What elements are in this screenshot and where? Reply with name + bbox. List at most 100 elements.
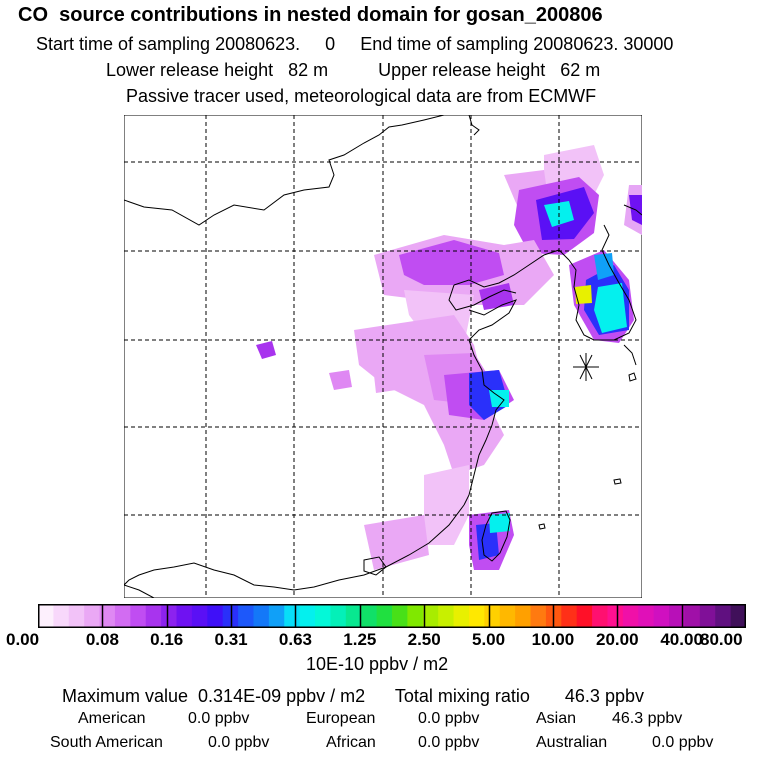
tracer-note: Passive tracer used, meteorological data… [126,86,597,106]
colorbar-swatch [114,604,131,628]
colorbar-tick-label: 0.08 [85,630,119,649]
source-value: 46.3 ppbv [612,710,683,727]
coastline [124,504,465,591]
coastline [568,224,637,341]
colorbar-swatch [191,604,208,628]
source-value: 0.0 ppbv [188,710,250,727]
coastline [623,204,642,216]
colorbar-swatch [268,604,285,628]
colorbar-units: 10E-10 ppbv / m2 [306,654,449,674]
colorbar-swatch [53,604,70,628]
colorbar-swatch [468,604,485,628]
coastline-layer [124,115,642,598]
colorbar-swatch [361,604,378,628]
lower-release-label: Lower release height 82 m [106,60,329,80]
colorbar-tick-label: 0.16 [150,630,184,649]
coastline [481,510,511,562]
plume-patch [479,283,514,310]
end-time-label: End time of sampling 20080623. 30000 [360,34,674,54]
colorbar-swatch [238,604,254,628]
colorbar-tick-label: 1.25 [343,630,377,649]
colorbar-swatch [499,604,516,628]
plume-patch [594,283,627,333]
colorbar-swatch [715,604,732,628]
source-name: Asian [536,710,577,727]
coastline [363,556,387,576]
plume-patch [469,370,509,420]
source-value: 0.0 ppbv [418,710,480,727]
coastline [448,284,517,311]
coastline [124,115,445,226]
sampling-time-line: Start time of sampling 20080623. 0 End t… [36,34,673,55]
coastline [463,339,505,506]
coastline [468,299,518,341]
plume-patch [489,513,510,533]
colorbar-swatch [438,604,455,628]
source-value: 0.0 ppbv [208,734,270,751]
colorbar-swatch [515,604,532,628]
colorbar-swatch [576,604,593,628]
colorbar-tick-label: 2.50 [407,630,441,649]
colorbar-swatch [453,604,470,628]
source-value: 0.0 ppbv [652,734,714,751]
colorbar-swatch [638,604,655,628]
colorbar-swatch [38,604,54,628]
plume-patch [329,370,352,390]
coastline [468,115,480,136]
source-name: African [326,734,376,751]
coastline [613,478,622,485]
graticule [124,115,642,598]
colorbar-tick-label: 80.00 [700,630,743,649]
coastline [628,372,637,382]
colorbar-swatch [68,604,85,628]
source-name: South American [50,734,163,751]
colorbar-swatch [607,604,624,628]
colorbar-swatch [284,604,301,628]
colorbar-tick-label: 0.31 [214,630,248,649]
colorbar-swatch [176,604,193,628]
colorbar-swatch [653,604,670,628]
colorbar-swatch [330,604,347,628]
coastline [453,249,570,288]
total-mixing-ratio: Total mixing ratio 46.3 ppbv [394,686,644,706]
start-time-label: Start time of sampling 20080623. 0 [36,34,336,54]
plume-layer [256,145,642,570]
colorbar-swatch [669,604,685,628]
maximum-value: Maximum value 0.314E-09 ppbv / m2 [62,686,366,706]
colorbar-swatch [561,604,578,628]
colorbar-swatch [407,604,424,628]
colorbar-swatch [484,604,501,628]
plume-patch [594,253,614,280]
colorbar-swatch [130,604,147,628]
stats-line: Maximum value 0.314E-09 ppbv / m2 Total … [62,686,644,707]
plume-patch [256,341,276,359]
release-height-line: Lower release height 82 m Upper release … [106,60,600,81]
plume-patch [374,373,396,393]
colorbar-swatch [207,604,224,628]
colorbar-swatch [84,604,101,628]
colorbar-tick-label: 0.00 [6,630,40,649]
plume-patch [424,465,469,545]
source-name: Australian [536,734,608,751]
colorbar-border [38,604,746,628]
colorbar-swatch [592,604,608,628]
colorbar-tick-label: 5.00 [471,630,506,649]
colorbar-swatch [376,604,393,628]
colorbar-swatch [161,604,178,628]
colorbar-swatch [315,604,331,628]
colorbar-swatch [253,604,270,628]
source-name: European [306,710,376,727]
colorbar-swatch [530,604,547,628]
colorbar-swatch [145,604,162,628]
plume-patch [575,285,592,304]
colorbar-swatch [99,604,116,628]
upper-release-label: Upper release height 62 m [378,60,601,80]
source-value: 0.0 ppbv [418,734,480,751]
chart-title: CO source contributions in nested domain… [18,4,603,26]
colorbar-tick-label: 20.00 [595,630,639,649]
colorbar-swatch [622,604,639,628]
coastline [124,584,155,598]
colorbar-tick-label: 10.00 [531,630,575,649]
colorbar-tick-label: 0.63 [278,630,312,649]
colorbar-swatch [699,604,716,628]
